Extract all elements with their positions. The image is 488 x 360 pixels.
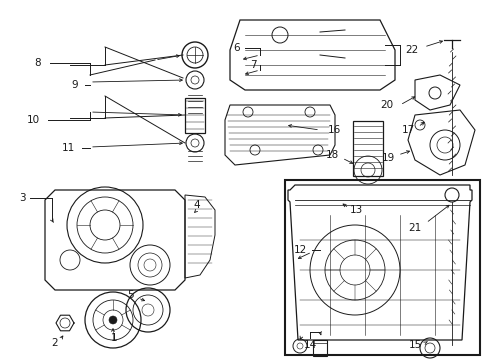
Text: 22: 22 [405, 45, 418, 55]
Text: 9: 9 [72, 80, 78, 90]
Text: 1: 1 [110, 333, 117, 343]
Text: 21: 21 [407, 223, 421, 233]
Text: 6: 6 [233, 43, 240, 53]
Text: 7: 7 [249, 60, 256, 70]
Circle shape [109, 316, 117, 324]
Text: 17: 17 [401, 125, 414, 135]
Text: 14: 14 [303, 340, 316, 350]
Text: 3: 3 [19, 193, 25, 203]
Text: 18: 18 [325, 150, 338, 160]
Text: 13: 13 [348, 205, 362, 215]
Text: 4: 4 [193, 200, 200, 210]
Text: 2: 2 [52, 338, 58, 348]
Text: 19: 19 [381, 153, 394, 163]
Bar [352, 121, 382, 176]
Bar [285, 180, 479, 355]
Text: 12: 12 [293, 245, 306, 255]
Text: 11: 11 [61, 143, 75, 153]
Bar [312, 340, 326, 356]
Text: 10: 10 [26, 115, 40, 125]
Text: 5: 5 [126, 290, 133, 300]
Text: 8: 8 [35, 58, 41, 68]
Text: 20: 20 [380, 100, 393, 110]
Text: 15: 15 [407, 340, 421, 350]
Text: 16: 16 [326, 125, 340, 135]
Bar [184, 98, 204, 132]
